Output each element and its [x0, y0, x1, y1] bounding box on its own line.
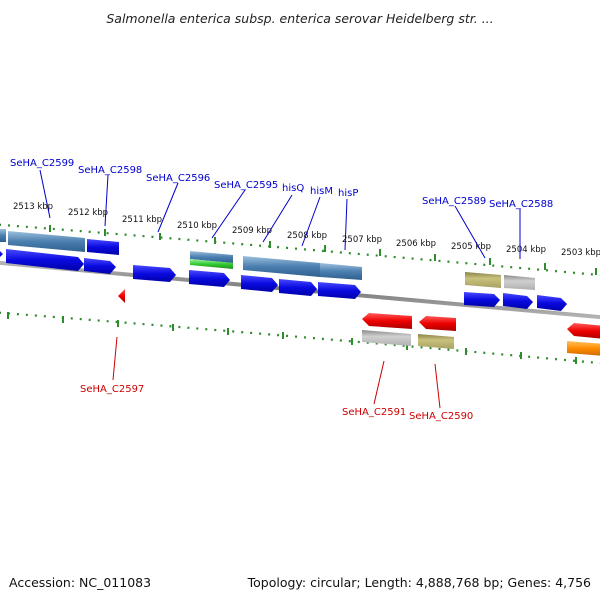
position-tick-labels: 2513 kbp 2512 kbp 2511 kbp 2510 kbp 2509… — [13, 202, 600, 258]
gene-label-sehac2599[interactable]: SeHA_C2599 — [10, 158, 74, 169]
gene-label-sehac2597[interactable]: SeHA_C2597 — [80, 384, 144, 395]
gene-arrow[interactable] — [118, 289, 125, 303]
feature-block[interactable] — [190, 259, 233, 269]
gene-arrow[interactable] — [241, 275, 278, 292]
genome-summary-text: Topology: circular; Length: 4,888,768 bp… — [247, 575, 591, 590]
tick-label: 2505 kbp — [451, 242, 491, 252]
gene-label-sehac2595[interactable]: SeHA_C2595 — [214, 180, 278, 191]
feature-block[interactable] — [243, 256, 320, 277]
inner-minor-ticks — [0, 311, 600, 365]
gene-arrow[interactable] — [87, 239, 119, 255]
gene-arrow[interactable] — [464, 292, 500, 307]
tick-label: 2506 kbp — [396, 239, 436, 249]
gene-arrow[interactable] — [279, 279, 317, 296]
feature-block[interactable] — [0, 229, 6, 242]
feature-block[interactable] — [362, 330, 411, 346]
gene-label-sehac2591[interactable]: SeHA_C2591 — [342, 407, 406, 418]
tick-label: 2511 kbp — [122, 215, 162, 225]
gene-arrow[interactable] — [84, 258, 116, 274]
gene-arrow[interactable] — [503, 293, 533, 309]
inner-major-ticks — [7, 312, 577, 364]
tick-label: 2509 kbp — [232, 226, 272, 236]
reverse-features — [362, 330, 600, 356]
tick-label: 2512 kbp — [68, 208, 108, 218]
feature-block[interactable] — [504, 275, 535, 290]
map-title: Salmonella enterica subsp. enterica sero… — [106, 11, 493, 26]
gene-arrow[interactable] — [318, 282, 361, 299]
bottom-leader-lines — [112, 336, 441, 409]
feature-block[interactable] — [320, 263, 362, 280]
bottom-gene-labels: SeHA_C2597 SeHA_C2591 SeHA_C2590 — [80, 384, 473, 422]
gene-label-hisq[interactable]: hisQ — [282, 183, 304, 194]
gene-arrow[interactable] — [0, 249, 3, 259]
inner-tick-ring — [0, 311, 600, 365]
outer-tick-ring — [0, 223, 600, 277]
gene-label-hism[interactable]: hisM — [310, 186, 333, 197]
gene-arrow[interactable] — [6, 249, 84, 271]
reverse-genes — [118, 289, 600, 339]
gene-label-sehac2590[interactable]: SeHA_C2590 — [409, 411, 473, 422]
gene-arrow[interactable] — [567, 323, 600, 339]
gene-arrow[interactable] — [537, 295, 567, 311]
gene-arrow[interactable] — [133, 265, 176, 282]
forward-inner-genes — [0, 249, 567, 311]
gene-arrow[interactable] — [189, 270, 230, 287]
gene-label-sehac2589[interactable]: SeHA_C2589 — [422, 196, 486, 207]
feature-block[interactable] — [8, 231, 85, 252]
gene-arrow[interactable] — [362, 313, 412, 329]
gene-label-hisp[interactable]: hisP — [338, 188, 358, 199]
top-leader-lines — [39, 169, 521, 259]
tick-label: 2513 kbp — [13, 202, 53, 212]
feature-block[interactable] — [465, 272, 501, 288]
feature-block[interactable] — [567, 341, 600, 356]
gene-label-sehac2588[interactable]: SeHA_C2588 — [489, 199, 553, 210]
tick-label: 2507 kbp — [342, 235, 382, 245]
tick-label: 2508 kbp — [287, 231, 327, 241]
forward-outer-features — [0, 229, 535, 290]
accession-text: Accession: NC_011083 — [9, 575, 151, 590]
feature-block[interactable] — [418, 334, 454, 349]
gene-label-sehac2596[interactable]: SeHA_C2596 — [146, 173, 210, 184]
gene-label-sehac2598[interactable]: SeHA_C2598 — [78, 165, 142, 176]
top-gene-labels: SeHA_C2599 SeHA_C2598 SeHA_C2596 SeHA_C2… — [10, 158, 553, 210]
gene-arrow[interactable] — [419, 316, 456, 331]
outer-major-ticks — [49, 225, 597, 275]
tick-label: 2503 kbp — [561, 248, 600, 258]
tick-label: 2504 kbp — [506, 245, 546, 255]
tick-label: 2510 kbp — [177, 221, 217, 231]
